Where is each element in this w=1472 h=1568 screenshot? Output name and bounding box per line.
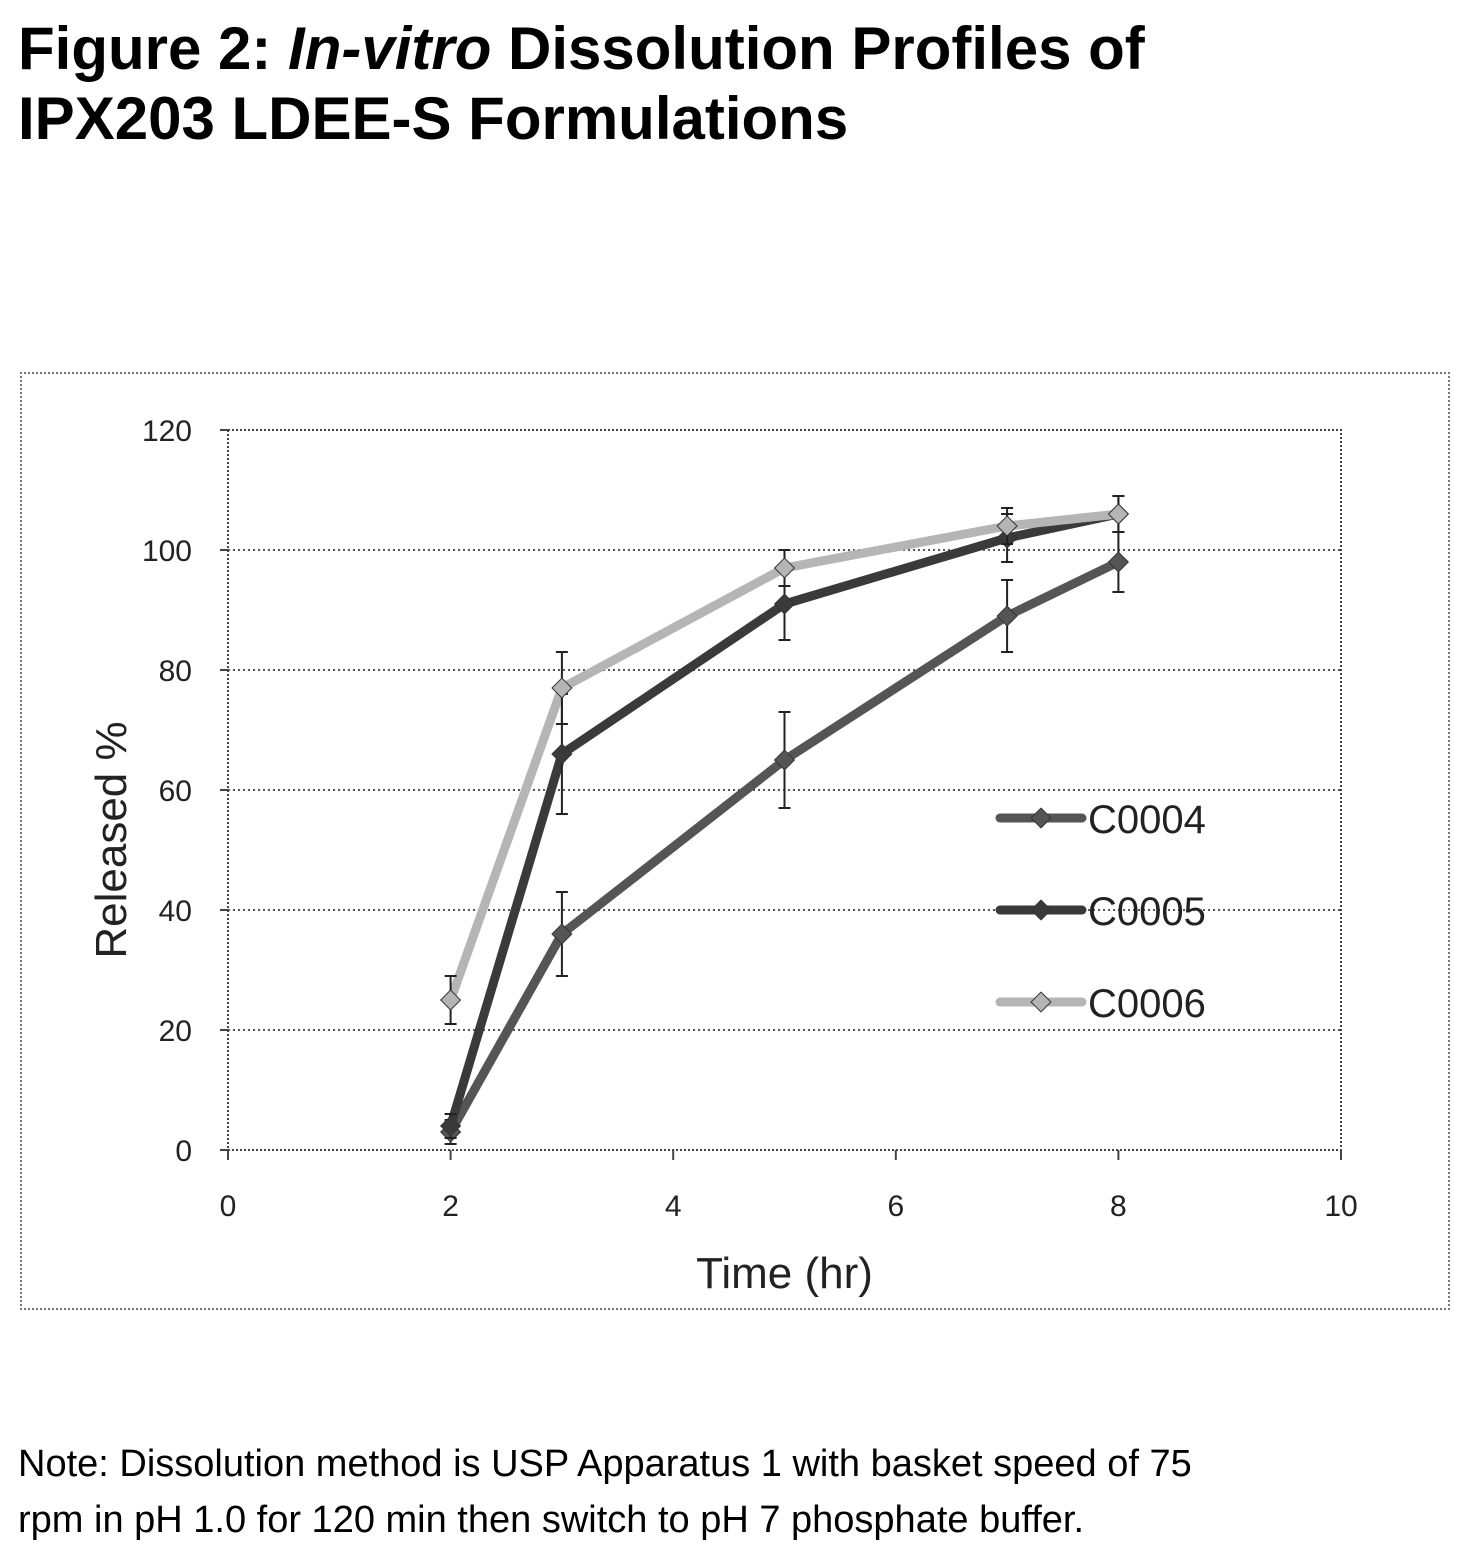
method-note-line1: Note: Dissolution method is USP Apparatu…: [18, 1443, 1192, 1485]
data-point-C0004: [1107, 551, 1130, 573]
data-point-C0005: [439, 1115, 462, 1137]
x-tick-label: 2: [442, 1190, 459, 1223]
data-point-C0006: [551, 677, 573, 699]
data-point-C0006: [996, 515, 1018, 537]
y-tick-label: 100: [142, 535, 192, 568]
figure-title-line1-suffix: Dissolution Profiles of: [491, 15, 1145, 82]
x-tick-label: 6: [887, 1190, 904, 1223]
data-point-C0006: [773, 557, 796, 579]
data-point-C0004: [773, 749, 796, 771]
data-point-C0006: [1107, 503, 1130, 525]
legend-marker-C0005: [1030, 899, 1052, 921]
y-tick-label: 120: [142, 415, 192, 448]
y-axis-title: Released %: [87, 721, 136, 958]
data-point-C0005: [551, 743, 573, 765]
data-point-C0005: [773, 593, 796, 615]
y-tick-label: 0: [175, 1135, 192, 1168]
method-note-line2: rpm in pH 1.0 for 120 min then switch to…: [18, 1499, 1085, 1541]
series-line-C0004: [446, 557, 1123, 1137]
data-point-C0006: [439, 989, 462, 1011]
dissolution-chart: 0 20 40 60 80 100 120 0 2 4 6 8 10 Time (hr) Released …: [87, 415, 1358, 1298]
data-point-C0004: [996, 605, 1018, 627]
data-point-C0004: [551, 923, 573, 945]
legend-label: C0004: [1088, 798, 1206, 842]
figure-title: Figure 2: In-vitro Dissolution Profiles …: [18, 14, 1458, 154]
legend-label: C0006: [1088, 982, 1206, 1026]
x-tick-label: 10: [1324, 1190, 1357, 1223]
chart-frame: [20, 372, 1450, 1310]
y-tick-label: 80: [159, 655, 192, 688]
y-tick-label: 20: [159, 1015, 192, 1048]
figure-title-italic: In-vitro: [288, 15, 492, 82]
method-note: Note: Dissolution method is USP Apparatu…: [18, 1436, 1458, 1548]
x-tick-label: 0: [220, 1190, 237, 1223]
legend-marker-C0006: [1030, 991, 1052, 1013]
x-tick-label: 4: [665, 1190, 682, 1223]
x-axis-title: Time (hr): [696, 1249, 873, 1298]
figure-title-line2: IPX203 LDEE-S Formulations: [18, 85, 849, 152]
y-tick-label: 60: [159, 775, 192, 808]
x-tick-label: 8: [1110, 1190, 1127, 1223]
legend-label: C0005: [1088, 890, 1206, 934]
legend-marker-C0004: [1030, 807, 1052, 829]
figure-title-prefix: Figure 2:: [18, 15, 289, 82]
y-tick-label: 40: [159, 895, 192, 928]
